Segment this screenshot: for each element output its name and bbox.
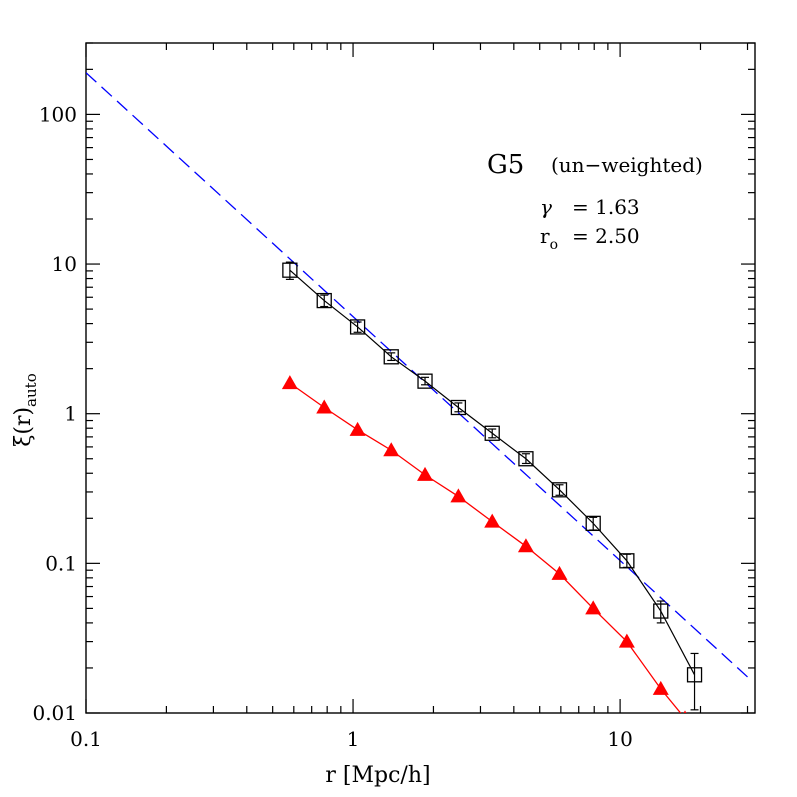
y-axis-title: ξ(r)auto (11, 373, 40, 446)
red-series-line (289, 382, 682, 713)
black-square-point (349, 319, 366, 335)
red-triangle-point (417, 466, 434, 481)
red-triangle-point (484, 513, 501, 528)
red-triangle-point (618, 633, 635, 648)
annotation-r0-value: = 2.50 (572, 224, 640, 248)
x-axis-title: r [Mpc/h] (325, 763, 430, 788)
y-tick-label: 0.01 (32, 701, 77, 725)
y-tick-label: 1 (64, 402, 77, 426)
black-square-point (686, 667, 703, 683)
black-square-point (383, 349, 399, 365)
y-axis-title-text: ξ(r)auto (11, 373, 40, 446)
x-tick-label: 1 (347, 727, 360, 751)
red-triangle-point (652, 680, 669, 695)
red-series-layer (281, 375, 687, 713)
x-tick-label: 10 (607, 727, 632, 751)
annotation-r0-label: ro (540, 224, 558, 253)
red-triangle-point (551, 565, 568, 580)
annotation-name: G5 (487, 150, 524, 180)
black-square-point (484, 425, 500, 441)
black-square-point (316, 292, 332, 309)
black-series-layer (282, 261, 703, 711)
red-triangle-point (450, 488, 467, 503)
red-triangle-point (683, 710, 687, 713)
black-square-point (585, 515, 601, 532)
annotation-r0-sub: o (550, 237, 558, 253)
black-square-point (518, 451, 534, 467)
black-square-point (282, 262, 298, 278)
black-square-point (450, 399, 467, 416)
black-square-point (619, 553, 635, 569)
red-triangle-point (316, 399, 333, 414)
tick-marks (85, 42, 755, 714)
red-triangle-point (281, 375, 298, 390)
y-tick-label: 100 (39, 102, 77, 126)
black-square-point (653, 603, 669, 619)
red-triangle-point (517, 538, 534, 553)
annotation-gamma-value: = 1.63 (572, 195, 640, 219)
red-triangle-point (383, 442, 400, 457)
y-axis-title-main: ξ(r) (11, 407, 36, 447)
y-tick-label: 0.1 (45, 551, 77, 575)
y-axis-title-sub: auto (22, 373, 40, 407)
plot-frame (85, 42, 756, 714)
x-tick-label: 0.1 (70, 727, 102, 751)
annotation-gamma-symbol: γ (540, 195, 552, 219)
black-square-point (417, 373, 433, 389)
y-tick-label: 10 (52, 252, 77, 276)
black-square-point (551, 482, 568, 498)
plot-area (86, 72, 748, 713)
annotation-subtitle: (un−weighted) (551, 153, 703, 177)
annotation-r0-symbol: r (540, 224, 550, 248)
red-triangle-point (585, 600, 602, 615)
red-triangle-point (349, 421, 366, 436)
